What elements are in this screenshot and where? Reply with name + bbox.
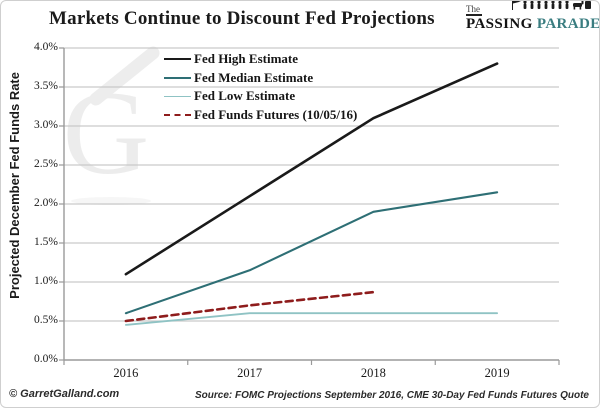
y-tick-label: 3.0% [34, 119, 58, 131]
legend-item-fed-funds-futures: Fed Funds Futures (10/05/16) [164, 106, 357, 125]
logo-top-row: The [466, 1, 592, 16]
x-tick-label: 2019 [484, 366, 510, 380]
legend-item-fed-median: Fed Median Estimate [164, 69, 357, 88]
logo-wordmark: PASSING PARADE [466, 16, 599, 33]
logo-the-text: The [466, 4, 482, 16]
logo-word-passing: PASSING [466, 16, 533, 32]
y-tick-label: 1.0% [34, 275, 58, 287]
legend-swatch-fed-median [164, 76, 191, 79]
y-tick-label: 4.0% [34, 41, 58, 53]
series-line-2 [124, 191, 499, 315]
x-tick-label: 2017 [237, 366, 263, 380]
y-tick-label: 1.5% [34, 236, 58, 248]
watermark-g: G [63, 46, 160, 205]
passing-parade-logo: The [466, 1, 599, 33]
x-tick-label: 2018 [360, 366, 386, 380]
chart-legend: Fed High Estimate Fed Median Estimate Fe… [164, 50, 357, 124]
chart-title: Markets Continue to Discount Fed Project… [49, 8, 435, 29]
y-axis-title: Projected December Fed Funds Rate [6, 71, 22, 299]
source-text: Source: FOMC Projections September 2016,… [195, 390, 589, 401]
x-tick-label: 2016 [113, 366, 139, 380]
legend-item-fed-low: Fed Low Estimate [164, 87, 357, 106]
logo-word-parade: PARADE [536, 16, 600, 32]
y-tick-label: 2.5% [34, 158, 58, 170]
y-tick-label: 2.0% [34, 197, 58, 209]
legend-item-fed-high: Fed High Estimate [164, 50, 357, 69]
series-line-4 [124, 290, 375, 323]
legend-swatch-fed-low [164, 95, 191, 97]
legend-swatch-fed-funds-futures [164, 113, 191, 116]
y-tick-label: 0.5% [34, 314, 58, 326]
y-tick-label: 0.0% [34, 353, 58, 365]
series-line-1 [124, 62, 499, 276]
legend-swatch-fed-high [164, 58, 191, 61]
copyright-text: © GarretGalland.com [9, 388, 120, 400]
parade-figures-icon [510, 1, 592, 16]
y-tick-label: 3.5% [34, 80, 58, 92]
series-line-3 [124, 312, 499, 326]
